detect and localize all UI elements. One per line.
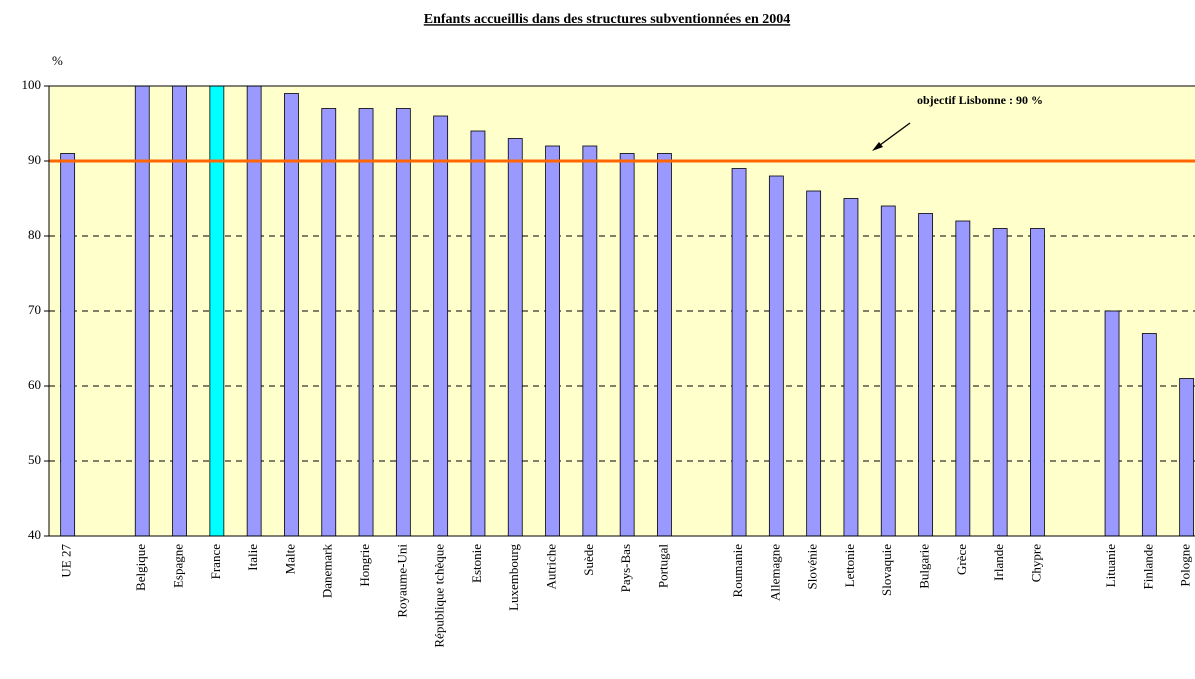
- bar: [1030, 228, 1045, 537]
- x-tick-label: Roumanie: [730, 544, 745, 598]
- x-tick-label: Pologne: [1178, 544, 1193, 587]
- y-tick-label: 80: [28, 227, 41, 242]
- y-tick-label: 90: [28, 152, 41, 167]
- arrow-head: [872, 142, 883, 151]
- x-tick-label: Allemagne: [767, 544, 782, 601]
- x-tick-label: République tchèque: [432, 544, 447, 648]
- x-tick-label: Slovénie: [805, 544, 820, 590]
- x-tick-label: Suède: [581, 544, 596, 576]
- x-tick-label: Malte: [282, 544, 297, 575]
- bar: [321, 108, 337, 537]
- bar: [246, 85, 262, 537]
- y-tick-label: 70: [28, 302, 41, 317]
- x-tick-label: Autriche: [544, 544, 559, 590]
- chart-title: Enfants accueillis dans des structures s…: [424, 12, 791, 27]
- bar: [992, 228, 1008, 537]
- bar: [172, 85, 187, 537]
- bar: [470, 130, 486, 537]
- bar: [657, 153, 672, 537]
- y-axis-label: %: [52, 53, 63, 68]
- bar: [731, 168, 747, 537]
- bar: [60, 153, 76, 537]
- x-tick-label: Italie: [245, 544, 260, 571]
- bar: [1179, 378, 1195, 537]
- x-tick-label: Slovaquie: [879, 544, 894, 596]
- annotation-arrow: [875, 122, 911, 149]
- x-tick-label: Royaume-Uni: [394, 544, 409, 618]
- bar: [806, 190, 822, 537]
- bar: [843, 198, 859, 537]
- y-tick-label: 50: [28, 452, 41, 467]
- x-tick-label: Espagne: [171, 544, 186, 588]
- y-tick-label: 40: [28, 527, 41, 542]
- x-tick-label: Irlande: [991, 544, 1006, 581]
- x-tick-label: Finlande: [1140, 544, 1155, 590]
- bar: [1104, 310, 1120, 537]
- x-tick-label: Lituanie: [1103, 544, 1118, 588]
- x-tick-label: Lettonie: [842, 544, 857, 588]
- bar: [1141, 333, 1157, 537]
- bar: [209, 85, 225, 537]
- x-tick-label: Bulgarie: [917, 544, 932, 589]
- x-tick-label: Luxembourg: [506, 544, 521, 611]
- x-tick-label: Portugal: [655, 544, 670, 588]
- x-tick-label: UE 27: [59, 544, 74, 578]
- bar: [395, 108, 411, 537]
- x-tick-label: Danemark: [320, 544, 335, 599]
- bar: [134, 85, 150, 537]
- x-tick-label: Pays-Bas: [618, 544, 633, 592]
- bar: [955, 220, 971, 537]
- bar: [582, 145, 598, 537]
- x-tick-label: Estonie: [469, 544, 484, 583]
- x-tick-label: Belgique: [133, 544, 148, 591]
- y-tick-label: 60: [28, 377, 41, 392]
- x-tick-label: Grèce: [954, 544, 969, 575]
- annotation: objectif Lisbonne : 90 %: [917, 93, 1043, 107]
- bar: [358, 108, 374, 537]
- bar: [880, 205, 896, 537]
- bar: [768, 175, 784, 537]
- x-tick-label: Chypre: [1028, 544, 1043, 583]
- x-tick-label: Hongrie: [357, 544, 372, 587]
- bar: [433, 115, 449, 537]
- bar: [507, 138, 523, 537]
- bar: [619, 153, 635, 537]
- y-tick-label: 100: [22, 77, 42, 92]
- bar: [918, 213, 933, 537]
- bar: [545, 145, 560, 537]
- x-tick-label: France: [208, 544, 223, 580]
